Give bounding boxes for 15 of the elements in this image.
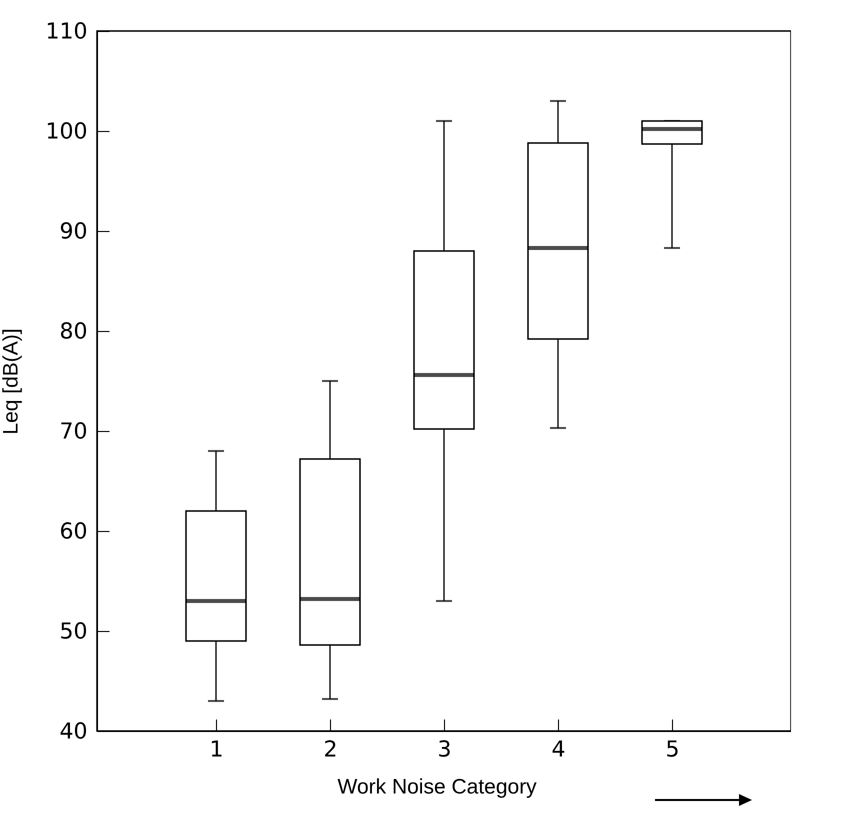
y-tick-label: 110	[46, 20, 88, 44]
x-tick-label: 5	[666, 738, 680, 762]
y-tick-label: 70	[60, 420, 88, 444]
x-tick-label: 1	[210, 738, 224, 762]
y-tick-label: 40	[60, 720, 88, 744]
x-tick-label: 4	[552, 738, 566, 762]
y-tick-label: 100	[46, 120, 88, 144]
y-tick-label: 60	[60, 520, 88, 544]
x-tick-label: 3	[438, 738, 452, 762]
y-tick-label: 90	[60, 220, 88, 244]
x-tick-label: 2	[324, 738, 338, 762]
y-tick-label: 50	[60, 620, 88, 644]
y-axis-title: Leq [dB(A)]	[0, 328, 23, 435]
x-axis-title: Work Noise Category	[338, 776, 538, 798]
y-tick-label: 80	[60, 320, 88, 344]
